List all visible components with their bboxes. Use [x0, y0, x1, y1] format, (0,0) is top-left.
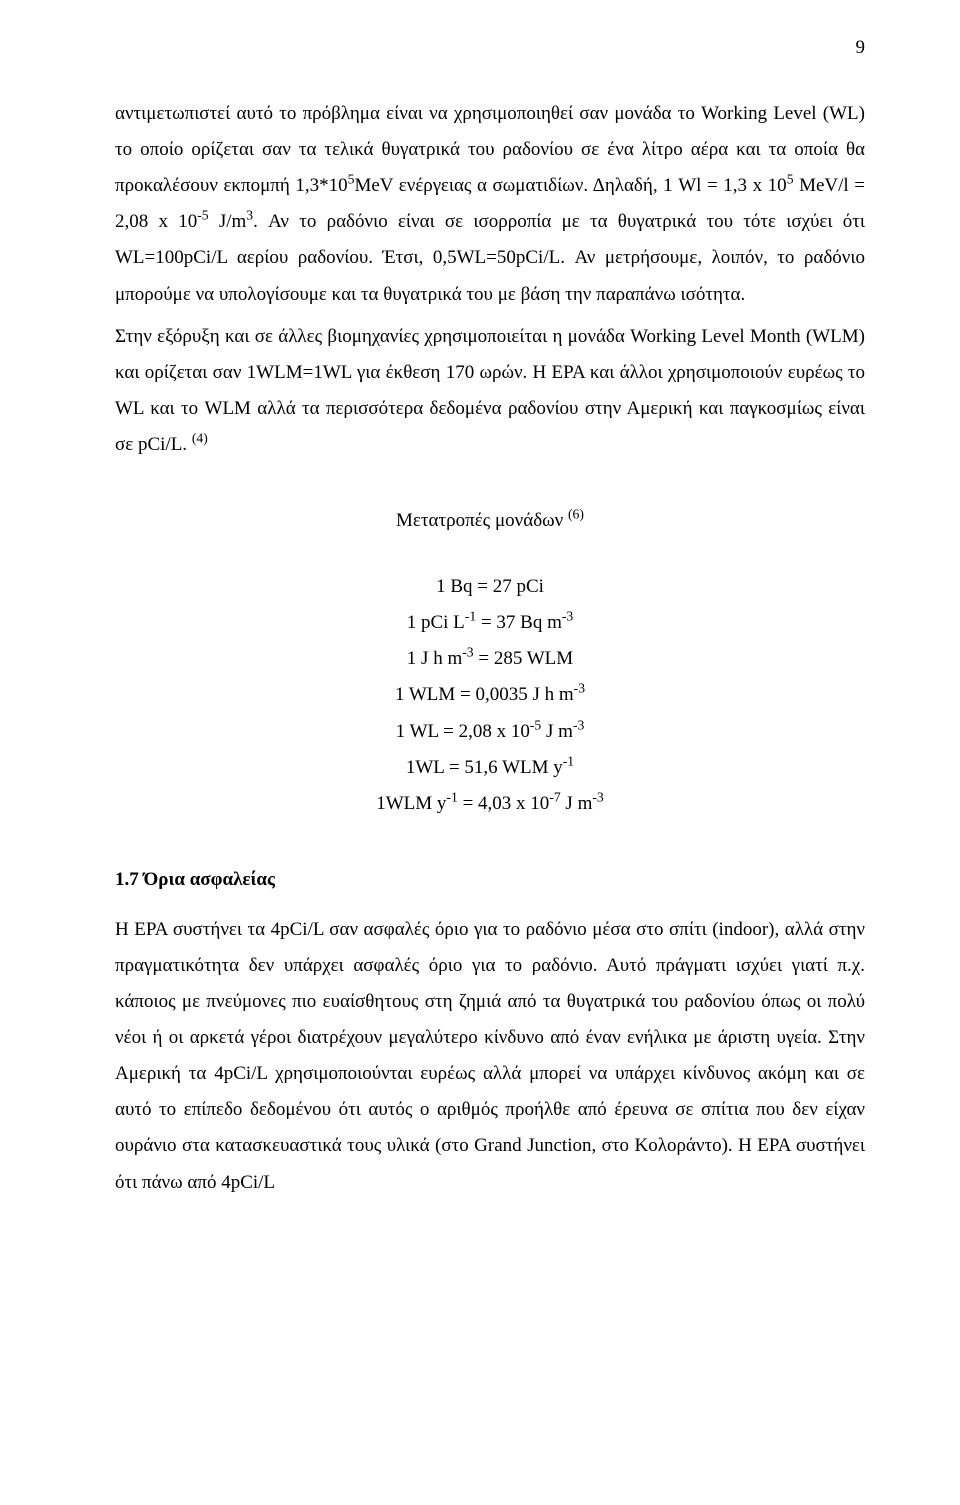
conversion-line: 1WLM y-1 = 4,03 x 10-7 J m-3: [115, 786, 865, 822]
paragraph-3: Η EPA συστήνει τα 4pCi/L σαν ασφαλές όρι…: [115, 912, 865, 1201]
conversion-line: 1 pCi L-1 = 37 Bq m-3: [115, 605, 865, 641]
conversion-line: 1 WL = 2,08 x 10-5 J m-3: [115, 714, 865, 750]
conversion-line: 1WL = 51,6 WLM y-1: [115, 750, 865, 786]
paragraph-1: αντιμετωπιστεί αυτό το πρόβλημα είναι να…: [115, 96, 865, 313]
conversion-line: 1 Bq = 27 pCi: [115, 569, 865, 605]
conversion-line: 1 J h m-3 = 285 WLM: [115, 641, 865, 677]
conversions-list: 1 Bq = 27 pCi 1 pCi L-1 = 37 Bq m-3 1 J …: [115, 569, 865, 822]
paragraph-2: Στην εξόρυξη και σε άλλες βιομηχανίες χρ…: [115, 319, 865, 463]
conversion-line: 1 WLM = 0,0035 J h m-3: [115, 677, 865, 713]
conversions-title: Μετατροπές μονάδων (6): [115, 503, 865, 539]
page-number: 9: [115, 30, 865, 66]
section-heading: 1.7 Όρια ασφαλείας: [115, 862, 865, 898]
